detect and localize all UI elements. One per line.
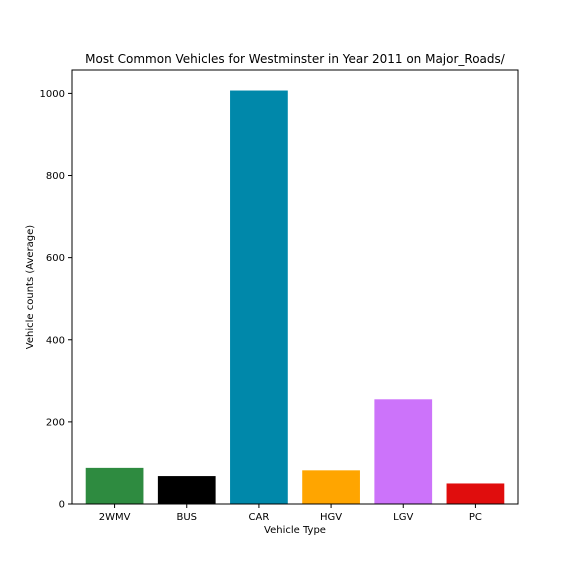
bar-hgv: [302, 470, 360, 504]
y-tick-label: 800: [46, 171, 65, 182]
bar-pc: [446, 483, 505, 504]
x-tick-label: PC: [469, 512, 482, 523]
y-tick-label: 0: [59, 500, 65, 511]
bar-car: [230, 90, 288, 505]
y-tick-label: 1000: [40, 89, 65, 100]
bars-group: [85, 90, 505, 505]
x-tick-label: BUS: [176, 512, 197, 523]
y-axis-label: Vehicle counts (Average): [25, 225, 36, 350]
y-axis-ticks: 0 200 400 600 800 1000: [40, 89, 72, 511]
x-axis-label: Vehicle Type: [264, 525, 326, 536]
bar-2wmv: [85, 467, 144, 504]
y-tick-label: 400: [46, 335, 65, 346]
x-tick-label: 2WMV: [99, 512, 131, 523]
bar-lgv: [374, 399, 433, 504]
bar-bus: [157, 476, 216, 504]
y-tick-label: 200: [46, 417, 65, 428]
chart-title: Most Common Vehicles for Westminster in …: [85, 52, 506, 66]
plot-frame: [71, 69, 519, 505]
x-axis-ticks: 2WMV BUS CAR HGV LGV PC: [99, 504, 482, 523]
y-tick-label: 600: [46, 253, 65, 264]
x-tick-label: CAR: [249, 512, 270, 523]
x-tick-label: LGV: [393, 512, 413, 523]
x-tick-label: HGV: [320, 512, 342, 523]
